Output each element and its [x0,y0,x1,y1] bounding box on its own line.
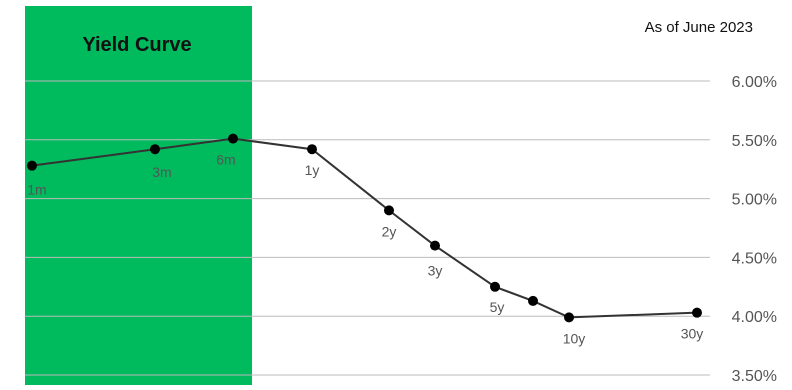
point-label-10y: 10y [563,330,586,346]
point-label-6m: 6m [216,152,235,168]
data-point-5y [490,281,500,292]
y-tick-label: 4.00% [732,309,777,326]
data-point-6m [228,133,238,144]
point-label-3y: 3y [428,263,443,279]
point-label-30y: 30y [681,326,704,342]
point-label-1y: 1y [305,162,320,178]
data-point-10y [564,312,574,323]
point-label-2y: 2y [382,223,397,239]
point-label-3m: 3m [152,164,171,180]
y-tick-label: 6.00% [732,74,777,91]
point-label-5y: 5y [490,299,505,315]
data-point-30y [692,307,702,318]
data-point-3y [430,240,440,251]
yield-series-line [31,137,698,319]
data-point-2y [384,205,394,216]
y-tick-label: 5.50% [732,133,777,150]
short-term-highlight-band [25,6,252,385]
data-point-3m [150,144,160,155]
data-point-1y [307,144,317,155]
data-point-7y [528,295,538,306]
y-axis-ticks: 6.00% 5.50% 5.00% 4.50% 4.00% 3.50% [732,74,777,385]
data-point-1m [27,160,37,171]
as-of-date: As of June 2023 [645,19,753,36]
y-tick-label: 4.50% [732,250,777,267]
y-tick-label: 3.50% [732,368,777,385]
point-labels: 1m 3m 6m 1y 2y 3y 5y 10y 30y [27,152,703,347]
chart-title: Yield Curve [82,34,191,56]
y-tick-label: 5.00% [732,192,777,209]
point-label-1m: 1m [27,182,46,198]
data-markers [27,133,702,323]
gridlines [25,80,710,376]
